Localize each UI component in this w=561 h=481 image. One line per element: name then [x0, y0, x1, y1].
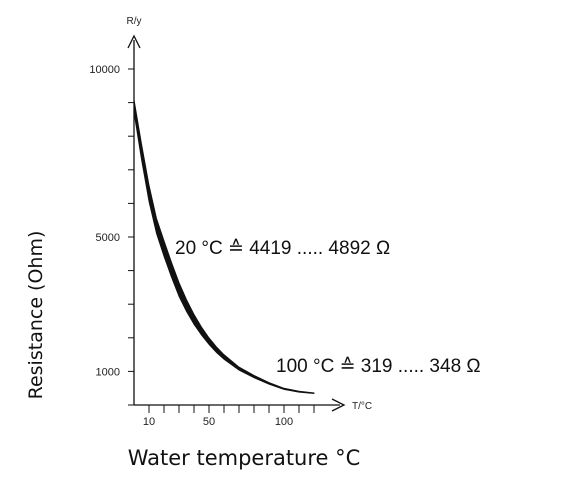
axes: [127, 34, 346, 412]
x-axis-arrow: [331, 398, 346, 412]
y-tick-label: 5000: [96, 232, 120, 244]
tick-labels: 1000 5000 10000 10 50 100: [89, 64, 293, 428]
annotation-100c: 100 °C ≙ 319 ..... 348 Ω: [276, 356, 481, 377]
x-unit-label: T/°C: [352, 401, 372, 412]
y-tick-label: 10000: [89, 64, 120, 76]
x-tick-label: 10: [143, 416, 155, 428]
x-tick-label: 50: [203, 416, 215, 428]
x-tick-label: 100: [275, 416, 293, 428]
y-tick-label: 1000: [96, 366, 120, 378]
y-unit-label: R/y: [127, 16, 142, 27]
series-band: [133, 99, 315, 395]
annotation-20c: 20 °C ≙ 4419 ..... 4892 Ω: [175, 238, 390, 259]
x-axis-title: Water temperature °C: [128, 446, 361, 470]
y-axis-arrow: [127, 34, 141, 49]
y-axis-title: Resistance (Ohm): [25, 231, 47, 400]
ticks: [128, 68, 315, 413]
